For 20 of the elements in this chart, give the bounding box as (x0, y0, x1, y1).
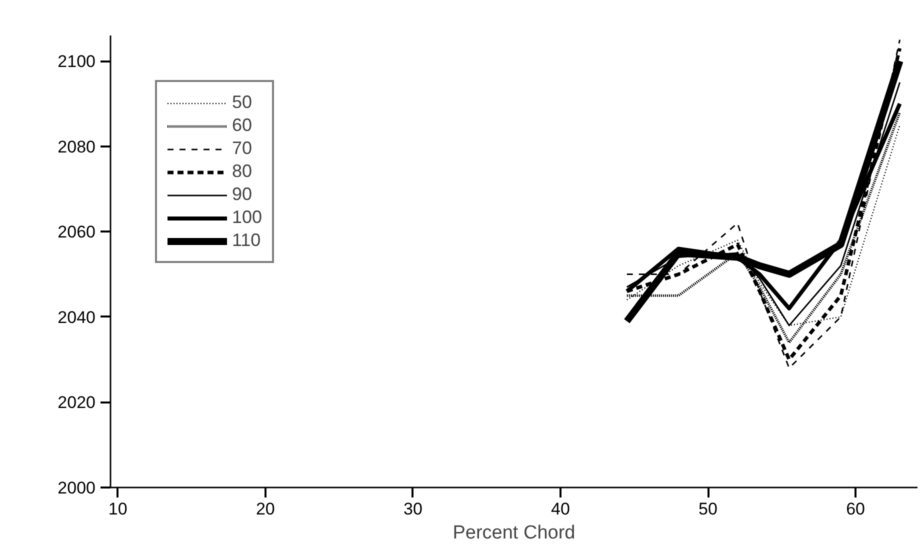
y-tick-label: 2040 (58, 308, 96, 327)
x-axis-title: Percent Chord (452, 522, 576, 544)
y-tick-label: 2080 (58, 137, 96, 156)
legend-label: 110 (232, 230, 261, 251)
legend-label: 90 (232, 184, 252, 205)
y-tick-label: 2000 (58, 478, 96, 498)
x-tick-label: 10 (108, 500, 128, 518)
x-tick-label: 40 (551, 500, 570, 518)
legend-label: 80 (232, 161, 252, 182)
y-tick-label: 2020 (58, 393, 96, 412)
legend-label: 70 (232, 138, 252, 159)
x-tick-label: 60 (846, 500, 866, 518)
legend-label: 50 (232, 92, 252, 113)
x-tick-label: 20 (256, 500, 275, 518)
x-tick-label: 50 (698, 500, 718, 518)
legend-label: 100 (232, 207, 262, 228)
y-tick-label: 2100 (58, 52, 96, 72)
x-tick-label: 30 (403, 500, 422, 518)
y-tick-label: 2060 (58, 222, 96, 242)
legend-label: 60 (232, 115, 252, 136)
